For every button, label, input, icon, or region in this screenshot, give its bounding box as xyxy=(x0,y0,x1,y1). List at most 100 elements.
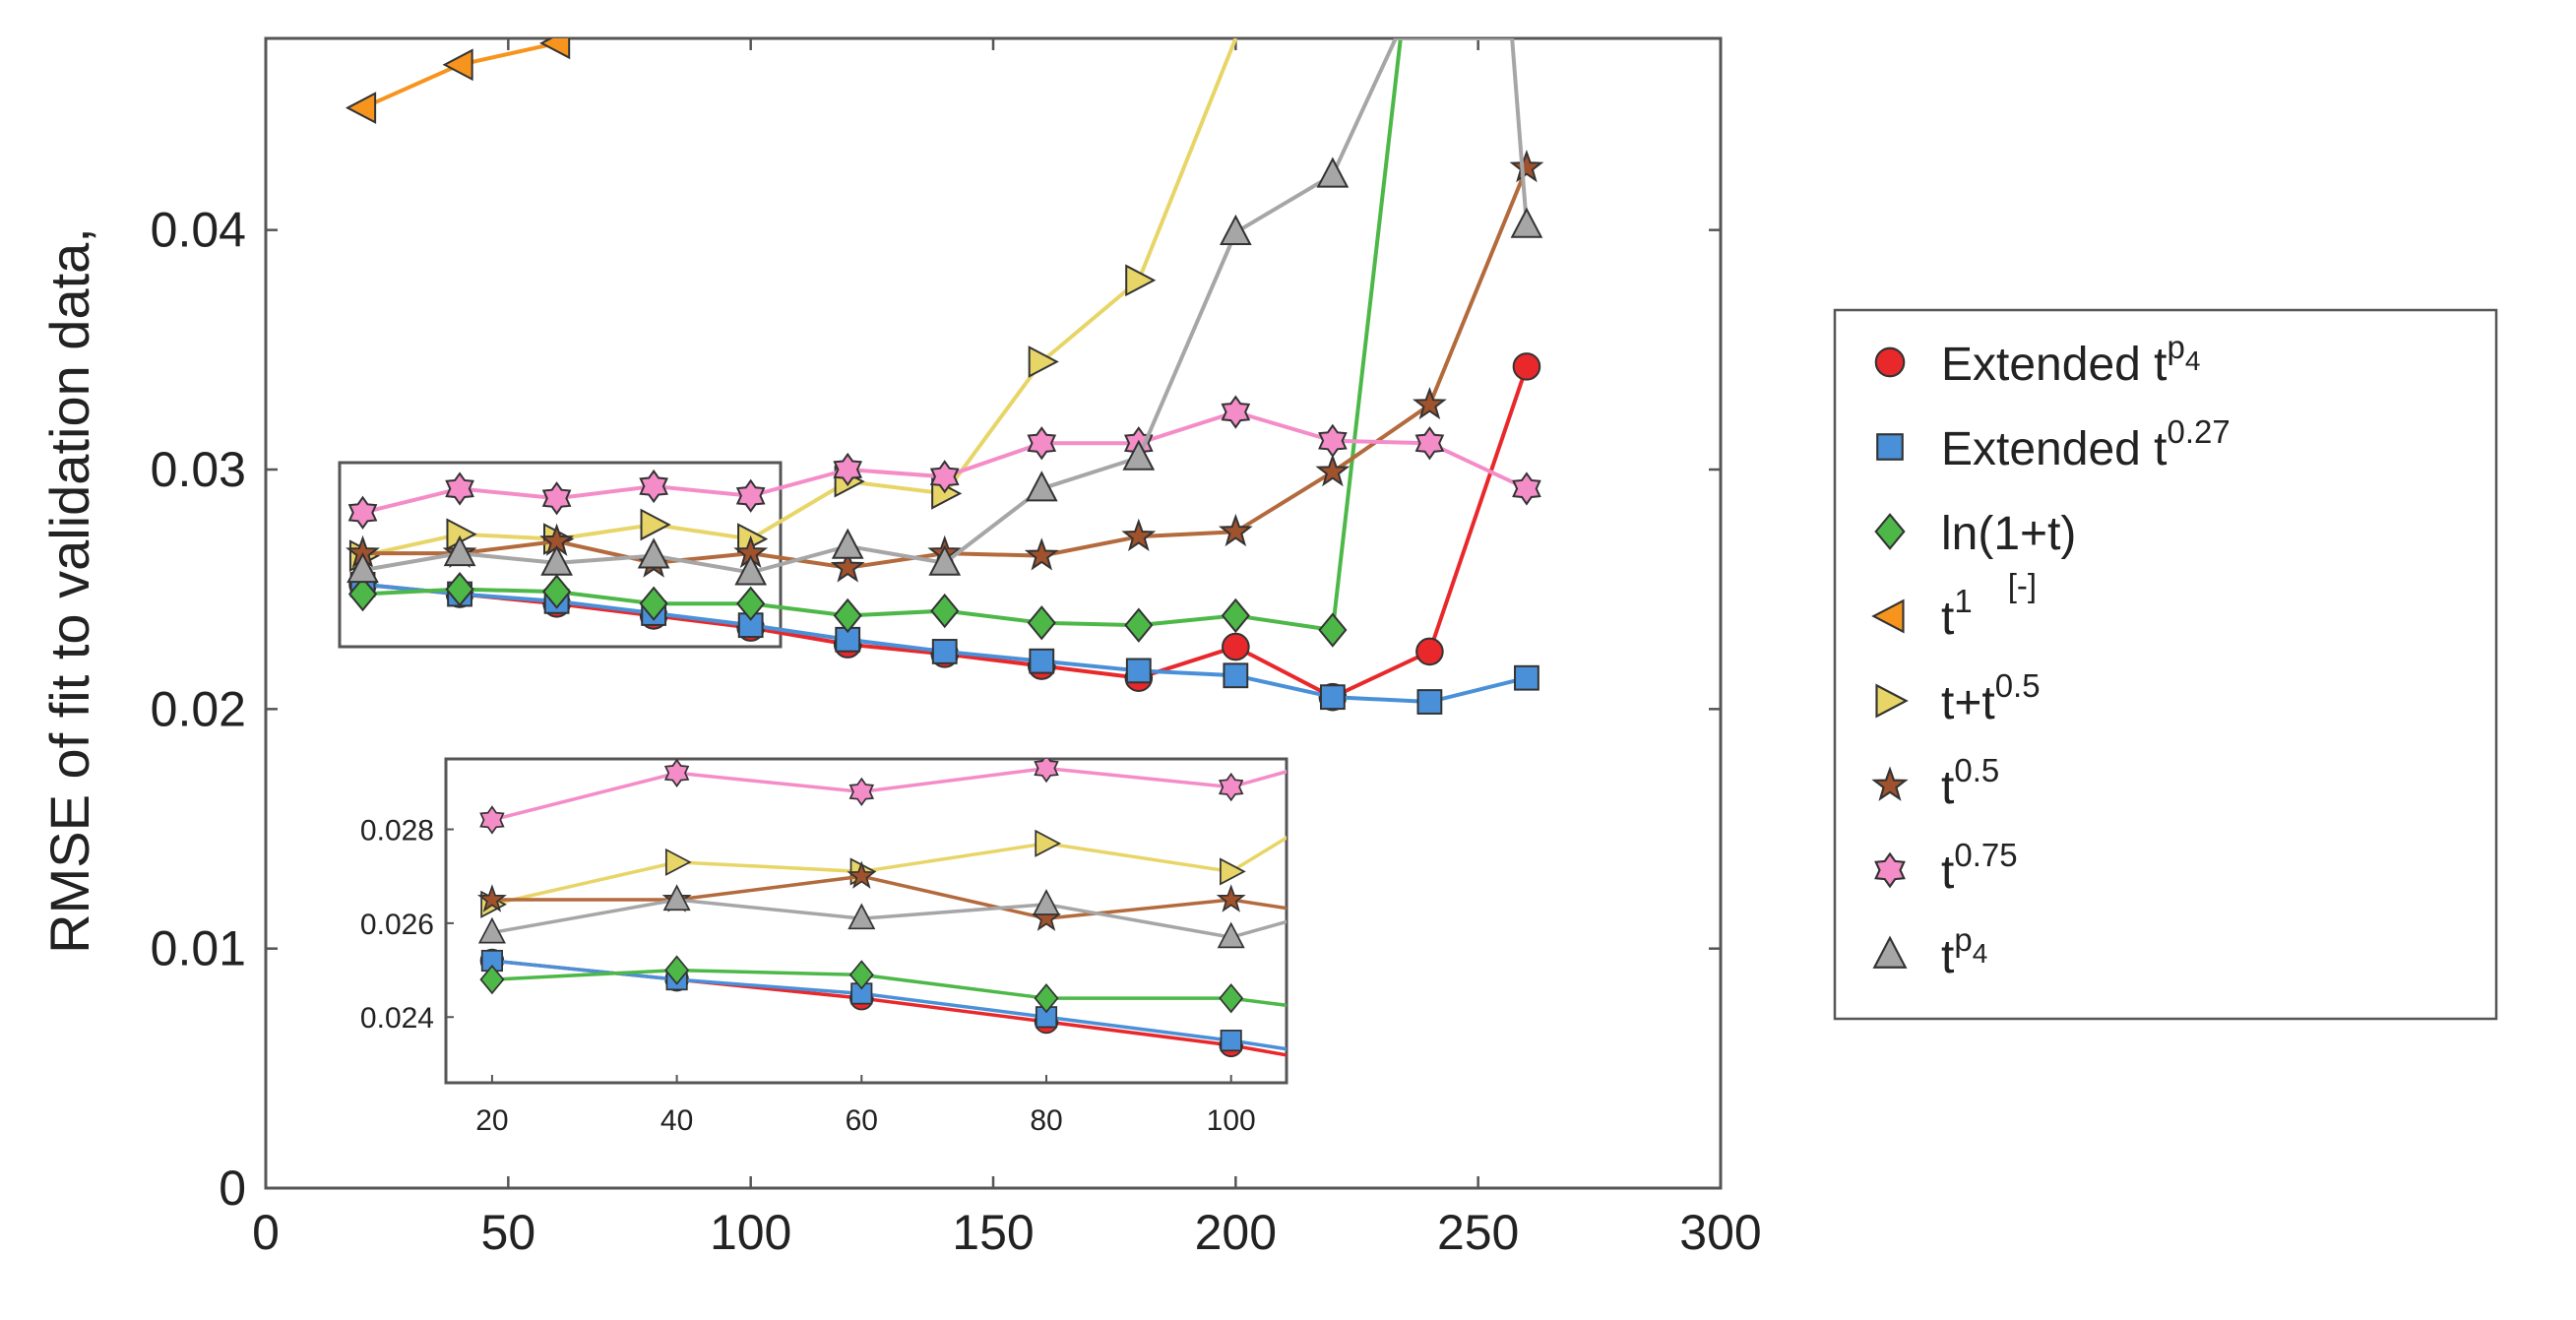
inset-data-point xyxy=(1218,772,1244,802)
legend-label: tp4 xyxy=(1941,921,1987,983)
legend-label: t1 [-] xyxy=(1941,567,2037,645)
inset-y-tick-label: 0.024 xyxy=(360,1002,434,1035)
inset-data-point xyxy=(1216,884,1246,912)
legend: Extended tp4 Extended t0.27 ln(1+t) t1 [-] t+… xyxy=(1833,308,2498,1021)
inset-x-tick-label: 100 xyxy=(1207,1104,1256,1137)
legend-marker xyxy=(1872,935,1908,969)
series-layer xyxy=(345,38,1544,715)
data-point xyxy=(1514,664,1539,691)
legend-label: t0.75 xyxy=(1941,837,2018,899)
legend-item-ln: ln(1+t) xyxy=(1874,508,2076,560)
data-point xyxy=(930,593,960,629)
inset-series-line xyxy=(491,968,1287,1008)
x-tick-label: 0 xyxy=(252,1205,280,1260)
data-point xyxy=(1318,612,1348,648)
data-point xyxy=(1221,395,1251,429)
data-point xyxy=(1316,157,1350,188)
inset-series-t075 xyxy=(479,759,1287,835)
legend-items: Extended tp4 Extended t0.27 ln(1+t) t1 [-] t+… xyxy=(1871,329,2230,983)
legend-label: Extended tp4 xyxy=(1941,329,2200,391)
data-point xyxy=(1124,607,1154,643)
legend-item-ext_027: Extended t0.27 xyxy=(1876,413,2230,475)
data-point xyxy=(1028,346,1059,378)
data-point xyxy=(1219,214,1252,245)
data-point xyxy=(1512,471,1541,506)
data-point xyxy=(1125,658,1152,684)
series-t1 xyxy=(345,38,571,124)
zoom-region-box xyxy=(338,461,783,649)
inset-series-line xyxy=(491,898,1287,939)
inset-data-point xyxy=(479,964,505,995)
x-tick-label: 200 xyxy=(1195,1205,1277,1260)
legend-label: Extended t0.27 xyxy=(1941,413,2230,475)
inset-x-tick-label: 40 xyxy=(660,1104,693,1137)
inset-y-tick-label: 0.026 xyxy=(360,909,434,941)
inset-series-line xyxy=(491,836,1287,907)
y-tick-label: 0.01 xyxy=(151,921,246,976)
inset-data-point xyxy=(477,916,506,944)
series-line xyxy=(362,38,1529,575)
x-tick-label: 300 xyxy=(1679,1205,1761,1260)
legend-marker xyxy=(1876,433,1904,461)
data-point xyxy=(929,460,960,494)
data-point xyxy=(1024,537,1059,571)
x-tick-label: 100 xyxy=(710,1205,791,1260)
y-tick-label: 0.03 xyxy=(151,442,246,497)
data-point xyxy=(1415,637,1444,666)
series-line xyxy=(362,38,1238,558)
inset-data-point xyxy=(1217,921,1245,949)
data-point xyxy=(1416,689,1443,715)
inset-chart: 20 40 60 80 100 0.024 0.026 0.028 xyxy=(360,757,1288,1137)
inset-data-point xyxy=(663,759,690,787)
data-point xyxy=(347,576,378,612)
data-point xyxy=(734,554,768,586)
inset-y-tick-label: 0.028 xyxy=(360,815,434,848)
data-point xyxy=(1319,684,1346,711)
legend-item-tpt05: t+t0.5 xyxy=(1875,667,2041,729)
series-ln xyxy=(347,38,1403,648)
legend-item-tp4: tp4 xyxy=(1872,921,1987,983)
legend-box xyxy=(1833,308,2498,1021)
data-point xyxy=(540,544,573,576)
legend-marker xyxy=(1875,683,1909,719)
data-point xyxy=(736,586,766,621)
inset-x-tick-label: 20 xyxy=(475,1104,508,1137)
data-point xyxy=(442,48,473,82)
data-point xyxy=(541,481,572,516)
legend-marker xyxy=(1874,513,1906,550)
data-point xyxy=(830,549,865,583)
inset-data-point xyxy=(1219,983,1244,1014)
legend-label: ln(1+t) xyxy=(1941,508,2076,560)
data-point xyxy=(1509,150,1544,183)
x-tick-label: 250 xyxy=(1437,1205,1519,1260)
data-point xyxy=(345,92,377,124)
legend-marker xyxy=(1874,346,1906,378)
inset-x-tick-label: 60 xyxy=(846,1104,878,1137)
legend-item-t1: t1 [-] xyxy=(1871,567,2037,645)
legend-item-t075: t0.75 xyxy=(1874,837,2018,899)
legend-item-t05: t0.5 xyxy=(1871,752,1999,814)
x-tick-label: 50 xyxy=(481,1205,536,1260)
data-point xyxy=(833,597,862,634)
inset-data-point xyxy=(1035,829,1062,857)
inset-series-tp4 xyxy=(477,884,1287,949)
x-tick-label: 150 xyxy=(952,1205,1034,1260)
data-point xyxy=(443,534,476,567)
inset-data-point xyxy=(662,884,691,911)
legend-marker xyxy=(1871,598,1905,634)
inset-data-point xyxy=(664,848,692,876)
series-tp4 xyxy=(346,38,1543,586)
data-point xyxy=(639,586,668,621)
data-point xyxy=(1029,648,1055,674)
y-axis-ticks: 0 0.01 0.02 0.03 0.04 xyxy=(151,203,1721,1216)
data-point xyxy=(542,574,572,609)
data-point xyxy=(1121,518,1157,551)
data-point xyxy=(1512,352,1541,381)
data-point xyxy=(1221,597,1250,634)
inset-data-point xyxy=(847,860,877,889)
data-point xyxy=(1223,662,1249,689)
inset-data-point xyxy=(1220,1030,1242,1052)
inset-series-layer xyxy=(476,759,1287,1058)
data-point xyxy=(1125,264,1157,297)
